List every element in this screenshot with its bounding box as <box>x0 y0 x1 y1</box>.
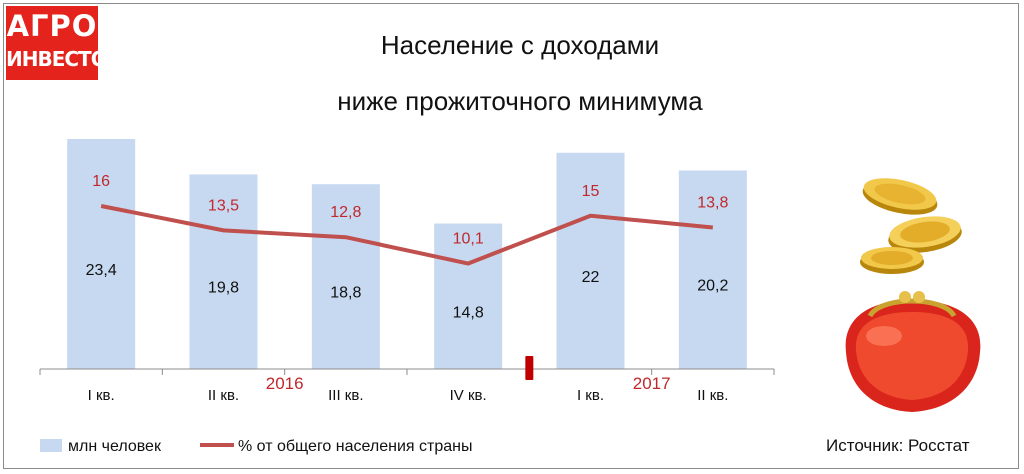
coin-stack-icon <box>860 178 962 274</box>
legend-item-bars: млн человек <box>40 438 161 456</box>
x-tick-label: II кв. <box>208 387 239 404</box>
percent-series-line <box>100 204 714 266</box>
bar <box>556 152 625 369</box>
line-value-label: 15 <box>582 183 600 200</box>
line-value-label: 16 <box>92 173 110 190</box>
logo-line-1: АГРО <box>6 9 98 43</box>
x-tick-label: III кв. <box>328 387 363 404</box>
legend-label-line: % от общего населения страны <box>238 438 473 455</box>
bar <box>311 184 380 369</box>
year-label-2017: 2017 <box>633 374 671 393</box>
legend-item-line: % от общего населения страны <box>200 438 472 456</box>
chart-title-line-2: ниже прожиточного минимума <box>337 86 703 116</box>
year-label-2016: 2016 <box>266 374 304 393</box>
bar-value-label: 14,8 <box>453 304 484 321</box>
line-value-label: 10,1 <box>453 231 484 248</box>
x-tick-label: I кв. <box>88 387 115 404</box>
line-value-label: 13,5 <box>208 197 239 214</box>
bar <box>189 174 258 369</box>
chart-title-line-1: Население с доходами <box>380 30 660 60</box>
red-purse-icon <box>845 291 981 412</box>
line-value-label: 13,8 <box>697 194 728 211</box>
bar-value-label: 22 <box>582 269 600 286</box>
line-value-label: 12,8 <box>330 204 361 221</box>
legend-swatch-bar <box>40 439 62 452</box>
x-tick-label: II кв. <box>697 387 728 404</box>
bar-value-label: 20,2 <box>697 278 728 295</box>
bar <box>678 170 747 369</box>
bar-value-label: 18,8 <box>330 285 361 302</box>
bar-value-label: 23,4 <box>86 262 117 279</box>
chart-frame <box>3 3 1019 469</box>
x-tick-label: I кв. <box>577 387 604 404</box>
legend-label-bars: млн человек <box>68 438 161 455</box>
legend-swatch-line <box>200 443 234 447</box>
bar <box>67 139 136 369</box>
source-note: Источник: Росстат <box>826 436 970 455</box>
bar-value-label: 19,8 <box>208 280 239 297</box>
year-separator-marker <box>525 356 534 380</box>
bar <box>434 223 503 369</box>
x-tick-label: IV кв. <box>450 387 487 404</box>
